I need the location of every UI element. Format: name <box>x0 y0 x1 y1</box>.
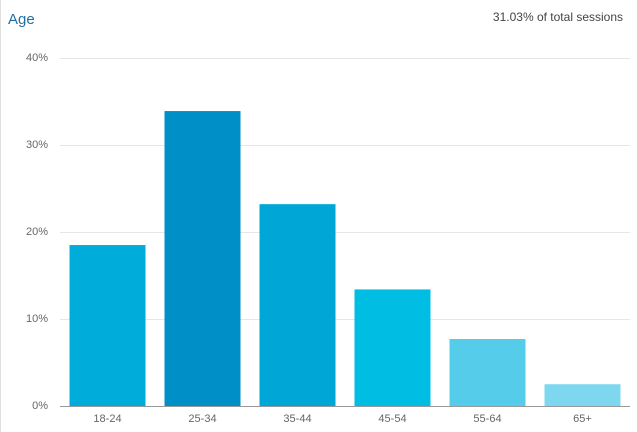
y-tick-label: 40% <box>26 52 48 64</box>
x-tick-label: 25-34 <box>188 413 216 425</box>
y-tick-label: 30% <box>26 139 48 151</box>
y-tick-label: 10% <box>26 313 48 325</box>
x-tick-label: 55-64 <box>473 413 501 425</box>
bar <box>69 245 146 406</box>
bar <box>259 204 336 406</box>
x-tick-label: 65+ <box>573 413 592 425</box>
bar <box>544 384 621 406</box>
bar <box>164 111 241 406</box>
bar <box>354 289 431 406</box>
x-tick-label: 18-24 <box>93 413 121 425</box>
x-tick-label: 35-44 <box>283 413 311 425</box>
y-tick-label: 20% <box>26 226 48 238</box>
y-tick-label: 0% <box>32 400 48 412</box>
chart-title: Age <box>8 11 35 28</box>
chart-subtitle: 31.03% of total sessions <box>493 10 623 24</box>
bar <box>449 339 526 406</box>
x-tick-label: 45-54 <box>378 413 406 425</box>
